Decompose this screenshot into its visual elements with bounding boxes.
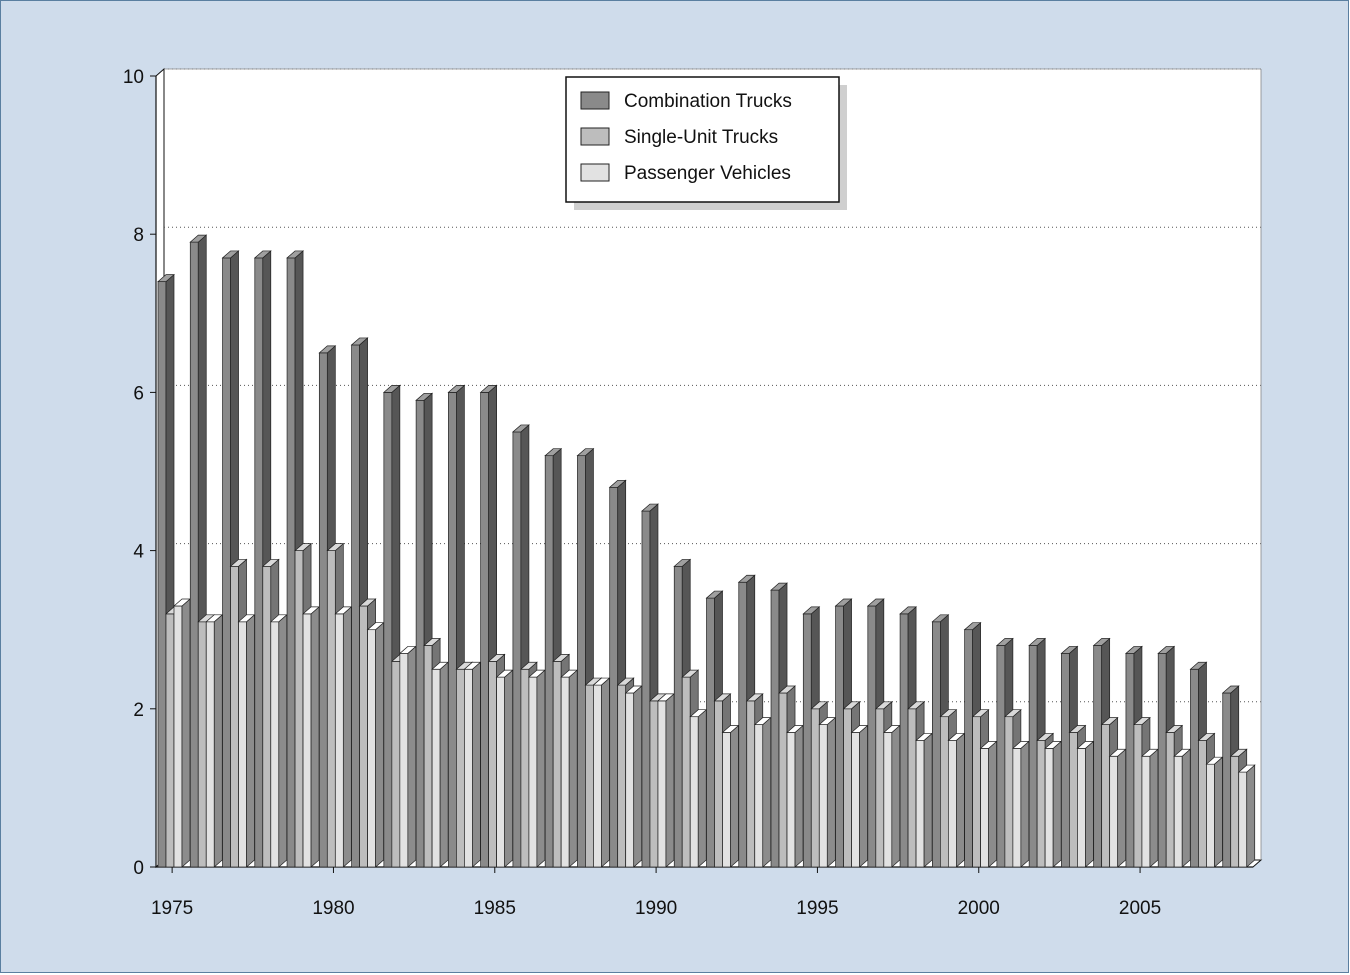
bars (157, 234, 1256, 868)
legend-label: Combination Trucks (624, 91, 792, 112)
bar-passenger-vehicles (398, 645, 417, 868)
legend-item-passenger-vehicles: Passenger Vehicles (580, 163, 791, 184)
x-tick-label: 1975 (151, 898, 193, 919)
y-tick-label: 0 (133, 858, 144, 879)
bar-passenger-vehicles (463, 661, 482, 868)
y-tick-label: 8 (133, 225, 144, 246)
legend-swatch (580, 91, 610, 110)
bar-passenger-vehicles (1076, 740, 1095, 868)
y-axis-ticks: 0 2 4 6 8 10 (123, 67, 156, 879)
x-axis-ticks: 1975 1980 1985 1990 1995 2000 2005 (151, 867, 1161, 919)
bar-passenger-vehicles (1044, 740, 1063, 868)
legend-box (565, 76, 840, 203)
bar-passenger-vehicles (527, 669, 546, 868)
bar-passenger-vehicles (237, 614, 256, 868)
x-tick-label: 2000 (958, 898, 1000, 919)
bar-passenger-vehicles (205, 614, 224, 868)
legend-swatch (580, 163, 610, 182)
x-tick-label: 1990 (635, 898, 677, 919)
bar-passenger-vehicles (915, 732, 934, 868)
legend-label: Passenger Vehicles (624, 163, 791, 184)
bar-passenger-vehicles (818, 716, 837, 868)
bar-passenger-vehicles (947, 732, 966, 868)
y-tick-label: 10 (123, 67, 144, 88)
x-tick-label: 2005 (1119, 898, 1161, 919)
bar-passenger-vehicles (334, 606, 353, 868)
y-tick-label: 4 (133, 542, 144, 563)
bar-passenger-vehicles (495, 669, 514, 868)
bar-passenger-vehicles (624, 685, 643, 868)
legend-swatch (580, 127, 610, 146)
bar-passenger-vehicles (850, 724, 869, 868)
bar-passenger-vehicles (882, 724, 901, 868)
bar-passenger-vehicles (753, 716, 772, 868)
bar-passenger-vehicles (657, 693, 675, 868)
bar-passenger-vehicles (1011, 740, 1030, 868)
bar-passenger-vehicles (302, 606, 320, 868)
bar-passenger-vehicles (689, 708, 708, 868)
legend-label: Single-Unit Trucks (624, 127, 778, 148)
bar-passenger-vehicles (1237, 764, 1256, 868)
bar-passenger-vehicles (366, 621, 385, 868)
bar-passenger-vehicles (721, 724, 740, 868)
legend: Combination Trucks Single-Unit Trucks Pass… (565, 76, 847, 210)
bar-passenger-vehicles (269, 614, 288, 868)
bar-passenger-vehicles (592, 677, 611, 868)
legend-item-single-unit-trucks: Single-Unit Trucks (580, 127, 778, 148)
bar-passenger-vehicles (431, 661, 450, 868)
x-tick-label: 1995 (796, 898, 838, 919)
x-tick-label: 1980 (312, 898, 354, 919)
bar-passenger-vehicles (1205, 756, 1224, 868)
y-tick-label: 2 (133, 700, 144, 721)
bar-passenger-vehicles (173, 598, 191, 868)
bar-passenger-vehicles (786, 724, 804, 868)
bar-passenger-vehicles (979, 740, 998, 868)
y-tick-label: 6 (133, 383, 144, 404)
bar-passenger-vehicles (1173, 748, 1192, 868)
legend-item-combination-trucks: Combination Trucks (580, 91, 792, 112)
bar-passenger-vehicles (1108, 748, 1127, 868)
bar-passenger-vehicles (1141, 748, 1159, 868)
x-tick-label: 1985 (474, 898, 516, 919)
bar-passenger-vehicles (560, 669, 579, 868)
